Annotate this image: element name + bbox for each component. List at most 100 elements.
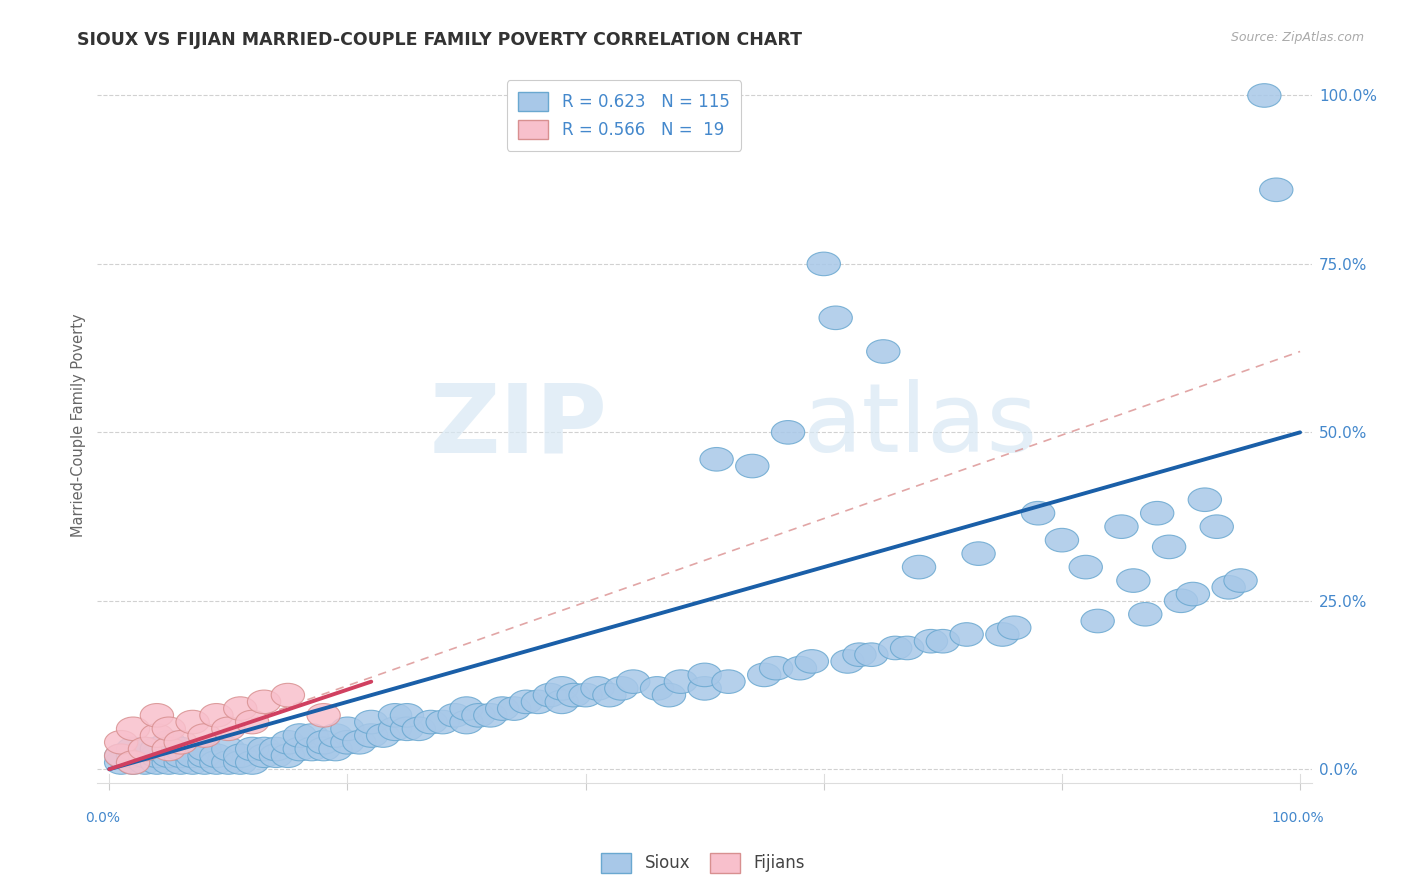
Ellipse shape xyxy=(1247,84,1281,107)
Ellipse shape xyxy=(748,663,780,687)
Ellipse shape xyxy=(283,723,316,747)
Ellipse shape xyxy=(461,704,495,727)
Ellipse shape xyxy=(962,541,995,566)
Ellipse shape xyxy=(235,737,269,761)
Ellipse shape xyxy=(104,731,138,754)
Ellipse shape xyxy=(330,731,364,754)
Ellipse shape xyxy=(1021,501,1054,525)
Ellipse shape xyxy=(141,751,173,774)
Ellipse shape xyxy=(200,704,233,727)
Ellipse shape xyxy=(950,623,983,647)
Ellipse shape xyxy=(188,751,221,774)
Ellipse shape xyxy=(141,737,173,761)
Ellipse shape xyxy=(343,731,375,754)
Ellipse shape xyxy=(569,683,602,706)
Ellipse shape xyxy=(152,737,186,761)
Ellipse shape xyxy=(200,751,233,774)
Text: ZIP: ZIP xyxy=(430,379,607,472)
Ellipse shape xyxy=(426,710,460,734)
Ellipse shape xyxy=(866,340,900,363)
Ellipse shape xyxy=(367,723,399,747)
Ellipse shape xyxy=(474,704,508,727)
Ellipse shape xyxy=(247,744,281,767)
Ellipse shape xyxy=(259,737,292,761)
Ellipse shape xyxy=(176,751,209,774)
Ellipse shape xyxy=(546,677,578,700)
Ellipse shape xyxy=(831,649,865,673)
Ellipse shape xyxy=(557,683,591,706)
Ellipse shape xyxy=(498,697,531,721)
Ellipse shape xyxy=(212,717,245,740)
Ellipse shape xyxy=(711,670,745,693)
Ellipse shape xyxy=(1223,569,1257,592)
Ellipse shape xyxy=(247,690,281,714)
Ellipse shape xyxy=(402,717,436,740)
Ellipse shape xyxy=(1105,515,1137,539)
Ellipse shape xyxy=(117,744,150,767)
Ellipse shape xyxy=(283,737,316,761)
Ellipse shape xyxy=(188,723,221,747)
Ellipse shape xyxy=(224,751,257,774)
Ellipse shape xyxy=(152,744,186,767)
Ellipse shape xyxy=(1045,528,1078,552)
Ellipse shape xyxy=(128,737,162,761)
Ellipse shape xyxy=(152,751,186,774)
Ellipse shape xyxy=(533,683,567,706)
Ellipse shape xyxy=(378,704,412,727)
Ellipse shape xyxy=(485,697,519,721)
Ellipse shape xyxy=(165,731,197,754)
Ellipse shape xyxy=(354,710,388,734)
Ellipse shape xyxy=(700,448,734,471)
Y-axis label: Married-Couple Family Poverty: Married-Couple Family Poverty xyxy=(72,314,86,537)
Ellipse shape xyxy=(271,731,305,754)
Ellipse shape xyxy=(1188,488,1222,511)
Ellipse shape xyxy=(1129,602,1161,626)
Ellipse shape xyxy=(927,630,959,653)
Text: SIOUX VS FIJIAN MARRIED-COUPLE FAMILY POVERTY CORRELATION CHART: SIOUX VS FIJIAN MARRIED-COUPLE FAMILY PO… xyxy=(77,31,803,49)
Ellipse shape xyxy=(688,663,721,687)
Ellipse shape xyxy=(664,670,697,693)
Ellipse shape xyxy=(879,636,912,660)
Ellipse shape xyxy=(796,649,828,673)
Ellipse shape xyxy=(319,737,352,761)
Ellipse shape xyxy=(998,616,1031,640)
Ellipse shape xyxy=(640,677,673,700)
Ellipse shape xyxy=(735,454,769,478)
Ellipse shape xyxy=(224,697,257,721)
Ellipse shape xyxy=(914,630,948,653)
Ellipse shape xyxy=(128,744,162,767)
Ellipse shape xyxy=(1164,589,1198,613)
Ellipse shape xyxy=(104,744,138,767)
Ellipse shape xyxy=(307,704,340,727)
Ellipse shape xyxy=(212,751,245,774)
Ellipse shape xyxy=(450,697,484,721)
Ellipse shape xyxy=(391,717,423,740)
Ellipse shape xyxy=(1212,575,1246,599)
Ellipse shape xyxy=(855,643,889,666)
Ellipse shape xyxy=(141,744,173,767)
Ellipse shape xyxy=(307,731,340,754)
Ellipse shape xyxy=(271,744,305,767)
Ellipse shape xyxy=(688,677,721,700)
Legend: Sioux, Fijians: Sioux, Fijians xyxy=(595,847,811,880)
Ellipse shape xyxy=(509,690,543,714)
Ellipse shape xyxy=(1116,569,1150,592)
Ellipse shape xyxy=(212,737,245,761)
Ellipse shape xyxy=(842,643,876,666)
Ellipse shape xyxy=(617,670,650,693)
Ellipse shape xyxy=(652,683,686,706)
Ellipse shape xyxy=(807,252,841,276)
Ellipse shape xyxy=(437,704,471,727)
Ellipse shape xyxy=(307,737,340,761)
Ellipse shape xyxy=(295,737,329,761)
Ellipse shape xyxy=(890,636,924,660)
Ellipse shape xyxy=(188,744,221,767)
Ellipse shape xyxy=(188,737,221,761)
Ellipse shape xyxy=(117,717,150,740)
Ellipse shape xyxy=(330,717,364,740)
Text: atlas: atlas xyxy=(801,379,1038,472)
Ellipse shape xyxy=(224,744,257,767)
Ellipse shape xyxy=(165,751,197,774)
Ellipse shape xyxy=(295,723,329,747)
Ellipse shape xyxy=(165,744,197,767)
